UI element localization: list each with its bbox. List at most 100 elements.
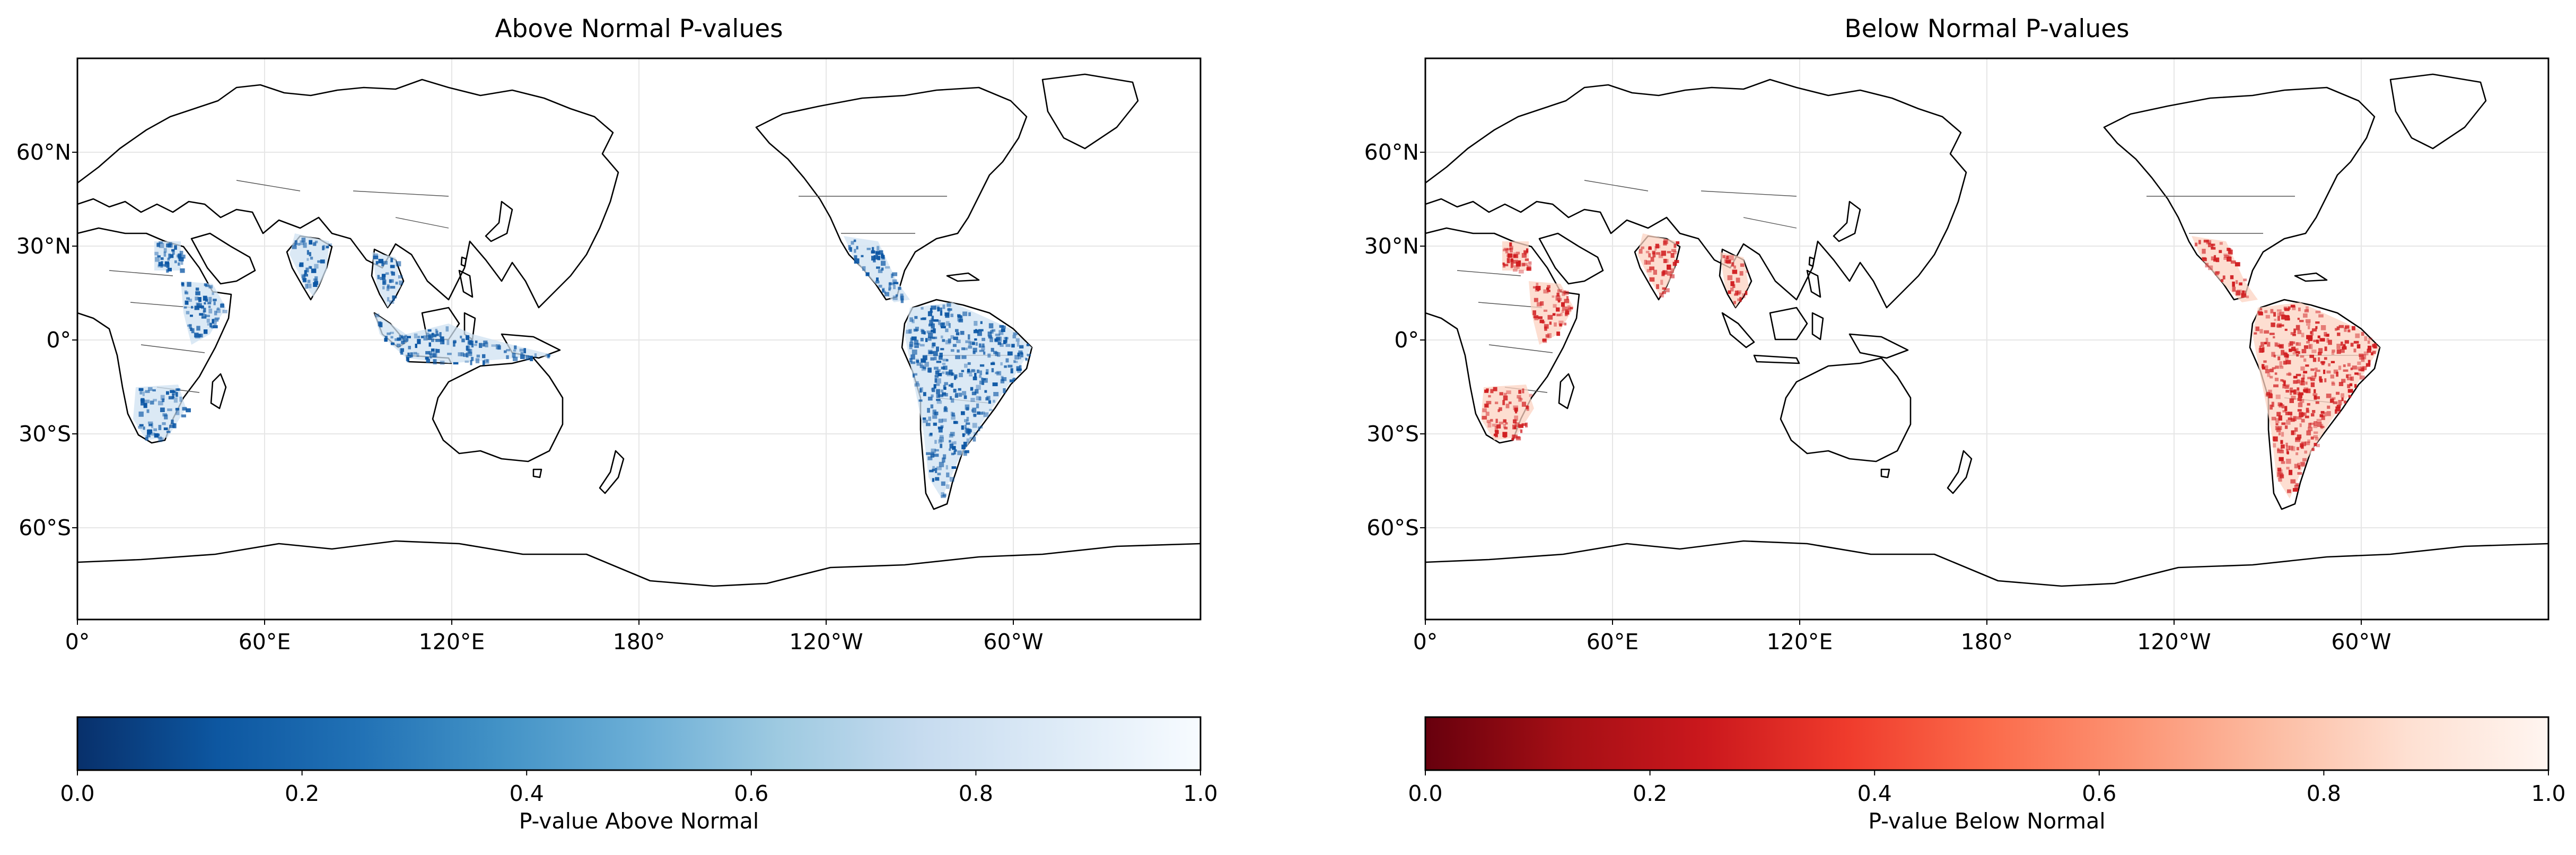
lon-ticks: 0° 60°E 120°E 180° 120°W 60°W: [1413, 620, 2391, 655]
lat-tick-label: 60°S: [19, 515, 71, 540]
sulawesi: [1811, 312, 1824, 341]
sumatra: [1721, 312, 1755, 348]
cuba: [946, 272, 980, 282]
north-america-coast: [755, 86, 1028, 301]
greenland: [2389, 73, 2487, 150]
lon-tick-label: 120°W: [2137, 629, 2211, 655]
lat-tick-label: 60°N: [16, 139, 71, 165]
lon-tick-label: 180°: [613, 629, 665, 655]
colorbar-tick-label: 0.8: [959, 781, 993, 806]
shade-maritime-continent: [374, 313, 555, 365]
lon-tick-label: 180°: [1961, 629, 2013, 655]
north-america-coast: [2103, 86, 2376, 301]
shade-horn-of-africa: [1529, 281, 1574, 345]
gridlines: [1425, 58, 2548, 620]
philippines: [1806, 269, 1821, 298]
tasmania: [532, 468, 542, 478]
greenland: [1041, 73, 1139, 150]
shade-southern-africa: [1481, 385, 1534, 441]
borneo: [1769, 307, 1808, 341]
colorbar-tick-label: 1.0: [1183, 781, 1217, 806]
shade-southeast-asia: [372, 252, 403, 308]
lat-ticks: 60°N 30°N 0° 30°S 60°S: [16, 139, 77, 540]
shaded-regions: [133, 233, 1032, 499]
lon-tick-label: 120°E: [419, 629, 485, 655]
colorbar-tick-label: 0.2: [285, 781, 319, 806]
lat-ticks: 60°N 30°N 0° 30°S 60°S: [1364, 139, 1425, 540]
colorbar-label: P-value Above Normal: [519, 808, 759, 834]
taiwan: [460, 256, 467, 267]
madagascar: [1558, 373, 1575, 409]
arabia-coast: [1538, 232, 1604, 285]
arabia-coast: [190, 232, 256, 285]
japan: [1833, 200, 1861, 242]
lat-tick-label: 30°S: [19, 421, 71, 447]
colorbar-tick-label: 0.0: [60, 781, 94, 806]
eurasia-coast: [1425, 78, 1967, 309]
shaded-regions: [1481, 233, 2380, 499]
japan: [485, 200, 513, 242]
shade-horn-of-africa: [181, 281, 227, 345]
eurasia-coast: [77, 78, 619, 309]
shade-northeast-africa: [1502, 241, 1532, 274]
shade-south-america: [2253, 302, 2380, 499]
lon-tick-label: 120°W: [789, 629, 863, 655]
map-frame: [77, 58, 1201, 620]
lat-tick-label: 60°S: [1366, 515, 1419, 540]
panel-title: Above Normal P-values: [495, 14, 783, 43]
colorbar-tick-label: 0.6: [734, 781, 768, 806]
new-zealand: [1947, 450, 1973, 494]
java: [1753, 354, 1800, 364]
colorbar-tick-label: 0.4: [510, 781, 544, 806]
antarctica-coast: [77, 540, 1201, 587]
new-guinea: [1848, 333, 1909, 359]
lon-tick-label: 0°: [65, 629, 90, 655]
colorbar-tick-label: 0.0: [1408, 781, 1442, 806]
lon-ticks: 0° 60°E 120°E 180° 120°W 60°W: [65, 620, 1044, 655]
tasmania: [1880, 468, 1890, 478]
lat-tick-label: 0°: [46, 327, 71, 353]
colorbar: 0.0 0.2 0.4 0.6 0.8 1.0 P-value Above Normal: [60, 716, 1218, 834]
colorbar-tick-label: 0.2: [1633, 781, 1667, 806]
colorbar-bar: [1424, 716, 2549, 771]
colorbar-tick-label: 0.8: [2307, 781, 2341, 806]
shade-south-america: [905, 302, 1032, 499]
colorbar-ticks: 0.0 0.2 0.4 0.6 0.8 1.0: [60, 770, 1218, 806]
colorbar-label: P-value Below Normal: [1868, 808, 2105, 834]
colorbar: 0.0 0.2 0.4 0.6 0.8 1.0 P-value Below Normal: [1408, 716, 2566, 834]
taiwan: [1808, 256, 1815, 267]
antarctica-coast: [1425, 540, 2548, 587]
shade-india: [290, 233, 332, 297]
colorbar-bar: [76, 716, 1202, 771]
colorbar-ticks: 0.0 0.2 0.4 0.6 0.8 1.0: [1408, 770, 2566, 806]
shade-mexico-central-america: [844, 236, 910, 303]
panel-title: Below Normal P-values: [1844, 14, 2129, 43]
shade-mexico-central-america: [2192, 236, 2258, 302]
new-zealand: [599, 450, 625, 494]
australia-coast: [432, 357, 564, 463]
philippines: [458, 269, 474, 298]
africa-coast: [1425, 227, 1580, 444]
lon-tick-label: 120°E: [1767, 629, 1833, 655]
se-asia-coast: [1719, 248, 1753, 309]
lat-tick-label: 30°N: [16, 233, 71, 259]
madagascar: [210, 373, 227, 409]
lon-tick-label: 60°W: [983, 629, 1043, 655]
lat-tick-label: 30°N: [1364, 233, 1419, 259]
lon-tick-label: 60°E: [1587, 629, 1639, 655]
panel-below: Below Normal P-values: [1364, 14, 2566, 834]
shade-northeast-africa: [154, 241, 186, 273]
lon-tick-label: 60°E: [239, 629, 291, 655]
lat-tick-label: 0°: [1394, 327, 1419, 353]
colorbar-tick-label: 0.4: [1857, 781, 1892, 806]
australia-coast: [1780, 357, 1912, 463]
colorbar-tick-label: 1.0: [2531, 781, 2565, 806]
shade-india: [1637, 233, 1680, 298]
lat-tick-label: 60°N: [1364, 139, 1419, 165]
cuba: [2294, 272, 2328, 282]
shade-southeast-asia: [1720, 252, 1749, 308]
shade-southern-africa: [133, 385, 191, 442]
panel-above: Above Normal P-values: [16, 14, 1218, 834]
map-frame: [1425, 58, 2548, 620]
colorbar-tick-label: 0.6: [2082, 781, 2116, 806]
